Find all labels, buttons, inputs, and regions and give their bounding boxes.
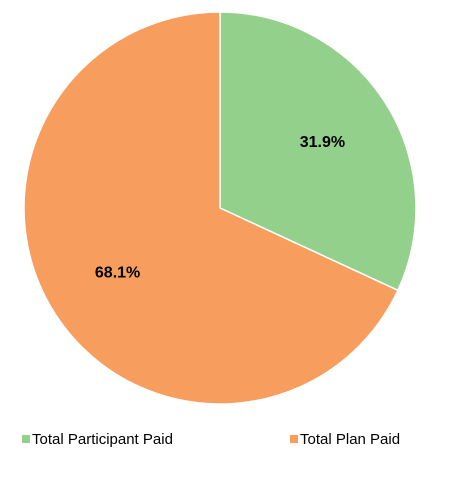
legend-label: Total Plan Paid [300,431,400,448]
legend-swatch [290,435,298,443]
pie-slice [219,11,417,292]
legend-label: Total Participant Paid [32,431,173,448]
legend-swatch [22,435,30,443]
pie-slice [23,11,399,405]
data-label: 68.1% [95,265,140,282]
data-label: 31.9% [300,134,345,151]
